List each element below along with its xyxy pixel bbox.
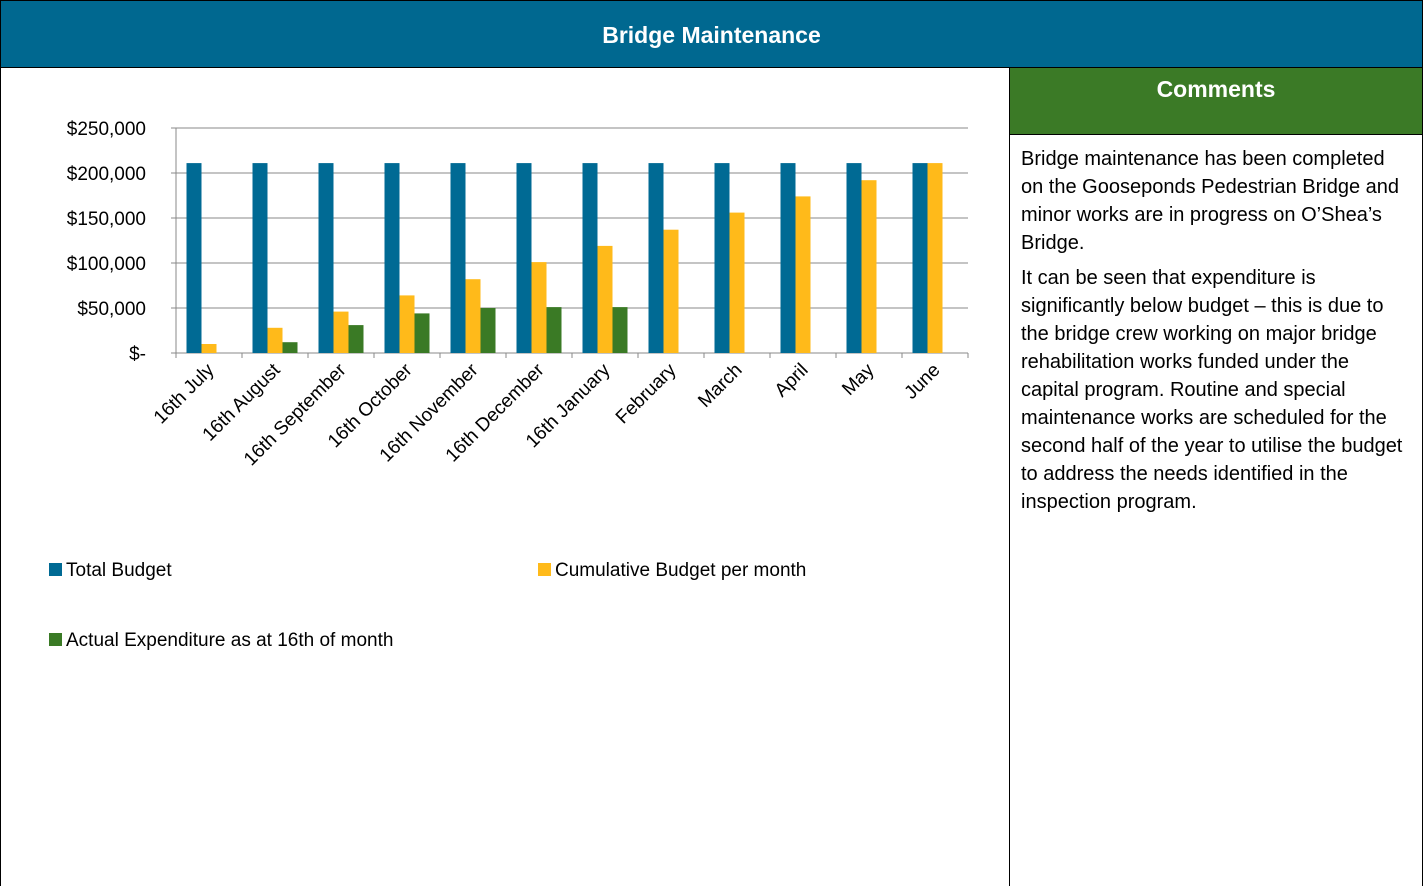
x-tick-label: April <box>771 360 813 402</box>
bar <box>912 163 928 353</box>
bar <box>714 163 730 353</box>
chart: $- $50,000 $100,000 $150,000 $200,000 $250,00… <box>49 119 969 651</box>
y-tick-label: $100,000 <box>67 254 146 275</box>
bar <box>399 295 415 353</box>
chart-panel: $- $50,000 $100,000 $150,000 $200,000 $250,00… <box>0 68 1010 886</box>
bar <box>531 262 547 353</box>
x-tick-label: March <box>694 360 746 412</box>
legend-label: Actual Expenditure as at 16th of month <box>66 630 393 651</box>
legend-swatch <box>538 563 551 576</box>
comment-paragraph: It can be seen that expenditure is signi… <box>1021 267 1403 513</box>
bar <box>729 212 745 353</box>
y-tick-label: $150,000 <box>67 209 146 230</box>
bar <box>480 308 496 353</box>
bar <box>333 311 349 353</box>
bar <box>282 342 298 353</box>
bar <box>597 245 613 353</box>
x-tick-label: May <box>838 359 879 400</box>
bar <box>780 163 796 353</box>
y-tick-label: $200,000 <box>67 164 146 185</box>
header: Bridge Maintenance <box>0 0 1423 68</box>
legend-label: Total Budget <box>66 560 172 581</box>
bar <box>612 307 628 353</box>
comments-title: Comments <box>1010 68 1422 135</box>
bar <box>450 163 466 353</box>
bar <box>795 196 811 353</box>
bar <box>582 163 598 353</box>
bar <box>384 163 400 353</box>
bar <box>861 180 877 353</box>
bar <box>186 163 202 353</box>
bar <box>318 163 334 353</box>
comments-panel: Comments Bridge maintenance has been com… <box>1010 68 1423 886</box>
bar <box>663 229 679 353</box>
bar <box>546 307 562 353</box>
bar <box>648 163 664 353</box>
bar <box>414 313 430 353</box>
bar <box>201 344 217 353</box>
bar <box>252 163 268 353</box>
bar <box>267 327 283 353</box>
comment-paragraph: Bridge maintenance has been completed on… <box>1021 148 1400 254</box>
x-tick-label: 16th July <box>150 359 219 428</box>
bar <box>348 325 364 353</box>
legend-swatch <box>49 563 62 576</box>
y-tick-label: $- <box>129 344 146 365</box>
bar <box>465 279 481 353</box>
bar <box>846 163 862 353</box>
bar <box>927 163 943 353</box>
comments-text: Bridge maintenance has been completed on… <box>1010 135 1422 516</box>
bar <box>516 163 532 353</box>
legend-label: Cumulative Budget per month <box>555 560 806 581</box>
legend-swatch <box>49 633 62 646</box>
x-tick-label: June <box>901 360 945 404</box>
x-tick-label: February <box>612 359 681 428</box>
y-tick-label: $250,000 <box>67 119 146 140</box>
y-tick-label: $50,000 <box>77 299 146 320</box>
